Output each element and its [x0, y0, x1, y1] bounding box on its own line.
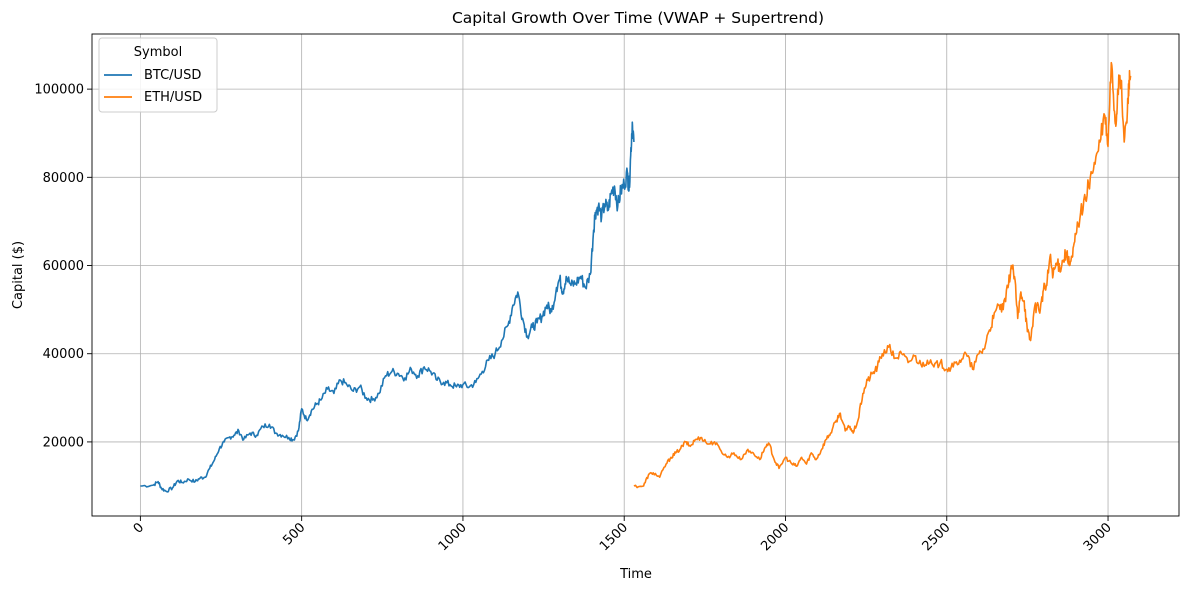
y-tick-label: 100000 [34, 83, 84, 98]
legend-box [98, 37, 218, 113]
y-axis-label: Capital ($) [11, 241, 26, 309]
x-axis-label: Time [619, 567, 652, 582]
legend-label-eth: ETH/USD [144, 90, 202, 105]
series-line-eth [633, 61, 1132, 489]
grid [92, 34, 1179, 516]
series-line-btc [140, 121, 635, 493]
y-tick-label: 20000 [43, 435, 84, 450]
chart-title: Capital Growth Over Time (VWAP + Supertr… [452, 9, 824, 27]
y-tick-label: 40000 [43, 347, 84, 362]
plot-frame [91, 33, 1180, 517]
y-tick-label: 60000 [43, 259, 84, 274]
legend-title: Symbol [134, 45, 182, 60]
series-group [140, 61, 1132, 493]
legend-label-btc: BTC/USD [144, 68, 201, 83]
legend: Symbol BTC/USD ETH/USD [98, 37, 218, 113]
y-tick-label: 80000 [43, 171, 84, 186]
